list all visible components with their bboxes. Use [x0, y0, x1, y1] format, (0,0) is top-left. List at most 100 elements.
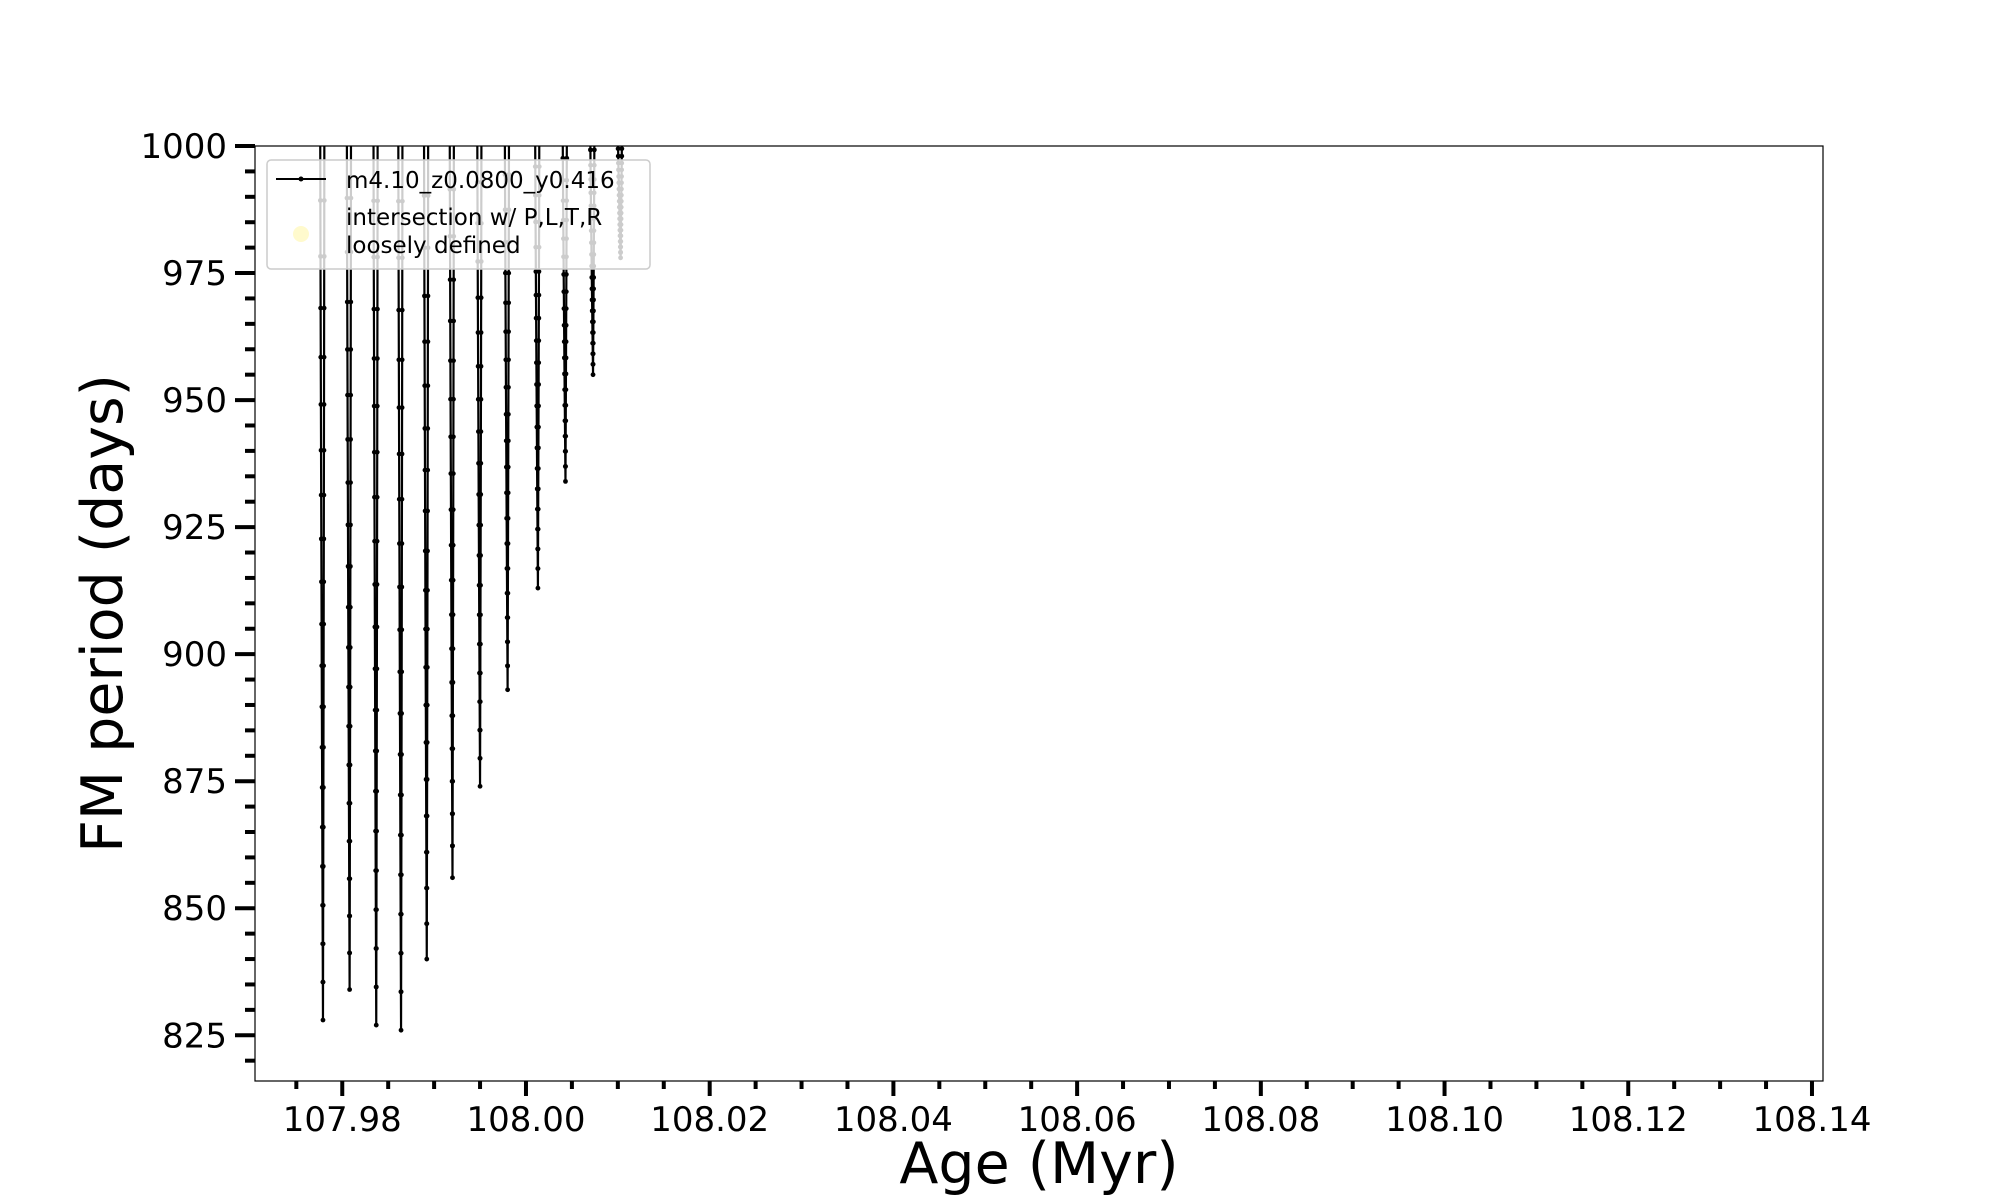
data-point — [347, 838, 353, 844]
data-point — [398, 1027, 404, 1033]
y-tick-label: 975 — [162, 254, 227, 294]
data-point — [620, 128, 625, 133]
data-point — [374, 403, 380, 409]
data-point — [505, 438, 511, 444]
data-point — [478, 552, 483, 558]
x-axis-label: Age (Myr) — [899, 1131, 1178, 1197]
y-tick-label: 950 — [162, 381, 227, 421]
data-point — [374, 538, 380, 544]
data-point — [450, 811, 456, 817]
data-point — [348, 299, 354, 305]
y-tick-label: 1000 — [140, 127, 227, 167]
data-point — [451, 277, 457, 283]
data-point — [479, 128, 484, 133]
data-point — [450, 875, 455, 881]
data-point — [477, 699, 483, 705]
data-point — [591, 308, 596, 314]
data-point — [535, 566, 541, 571]
x-tick-label: 108.02 — [650, 1100, 769, 1140]
data-point — [592, 128, 597, 133]
data-point — [375, 128, 380, 133]
data-point — [344, 299, 350, 305]
data-point — [451, 128, 456, 133]
data-point — [590, 340, 596, 346]
data-point — [424, 849, 430, 855]
data-point — [450, 679, 456, 685]
data-point — [320, 1017, 326, 1023]
data-point — [349, 128, 354, 133]
data-point — [478, 612, 483, 618]
data-point — [563, 272, 569, 277]
data-point — [426, 128, 431, 133]
data-point — [588, 147, 593, 153]
data-point — [347, 684, 353, 690]
data-point — [450, 843, 455, 849]
data-point — [505, 490, 511, 496]
data-point — [505, 639, 511, 645]
data-point — [503, 270, 508, 276]
data-point — [450, 778, 456, 784]
data-point — [321, 492, 327, 498]
data-point — [535, 486, 541, 492]
data-point — [536, 315, 542, 321]
data-point — [478, 363, 484, 369]
data-point — [399, 832, 404, 838]
data-point — [619, 153, 625, 159]
data-point — [424, 664, 430, 670]
x-tick-label: 108.12 — [1569, 1100, 1688, 1140]
data-point — [424, 776, 430, 782]
data-point — [422, 339, 427, 345]
data-point — [477, 727, 483, 733]
data-point — [478, 460, 484, 466]
data-point — [371, 356, 377, 361]
series-layer — [317, 128, 625, 1033]
data-point — [399, 496, 405, 502]
data-point — [560, 128, 565, 133]
data-point — [507, 128, 512, 133]
data-point — [347, 876, 353, 882]
data-point — [321, 744, 326, 750]
data-point — [347, 950, 353, 956]
x-tick-label: 108.06 — [1018, 1100, 1137, 1140]
data-point — [450, 542, 456, 548]
x-axis: 107.98 108.00 108.02 108.04 108.06 108.08 108.… — [283, 1081, 1871, 1140]
data-point — [536, 338, 542, 344]
data-point — [374, 624, 380, 630]
data-point — [398, 950, 404, 956]
data-point — [348, 347, 354, 352]
data-point — [450, 612, 456, 618]
y-tick-label: 825 — [162, 1016, 227, 1056]
data-point — [536, 269, 542, 274]
data-point — [535, 585, 541, 591]
data-point — [478, 295, 484, 301]
data-point — [318, 305, 324, 311]
data-point — [620, 138, 625, 143]
data-point — [533, 128, 538, 133]
data-point — [450, 577, 456, 583]
data-point — [399, 451, 405, 457]
data-point — [322, 128, 327, 133]
data-point — [321, 704, 326, 710]
data-point — [588, 128, 593, 133]
data-point — [320, 902, 326, 908]
data-point — [615, 153, 621, 159]
data-point — [506, 329, 511, 335]
data-point — [425, 339, 431, 345]
data-point — [399, 357, 405, 363]
data-point — [424, 626, 430, 632]
data-point — [399, 669, 405, 675]
plot-area-frame — [254, 145, 1824, 1082]
data-point — [422, 293, 427, 299]
data-point — [591, 275, 597, 280]
data-point — [535, 546, 541, 552]
data-point — [321, 663, 326, 669]
data-point — [475, 295, 481, 301]
data-point — [616, 138, 621, 143]
data-point — [425, 293, 431, 299]
data-point — [371, 306, 377, 312]
data-point — [347, 762, 353, 768]
data-point — [478, 492, 484, 497]
data-point — [398, 872, 404, 878]
data-point — [374, 582, 380, 587]
